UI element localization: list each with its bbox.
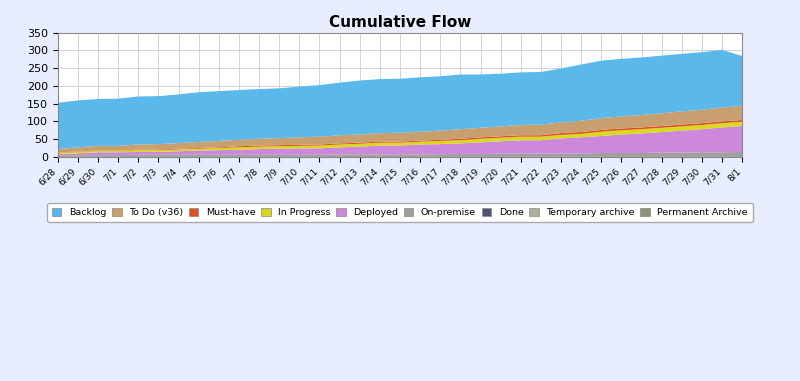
Legend: Backlog, To Do (v36), Must-have, In Progress, Deployed, On-premise, Done, Tempor: Backlog, To Do (v36), Must-have, In Prog… — [47, 203, 753, 222]
Title: Cumulative Flow: Cumulative Flow — [329, 15, 471, 30]
